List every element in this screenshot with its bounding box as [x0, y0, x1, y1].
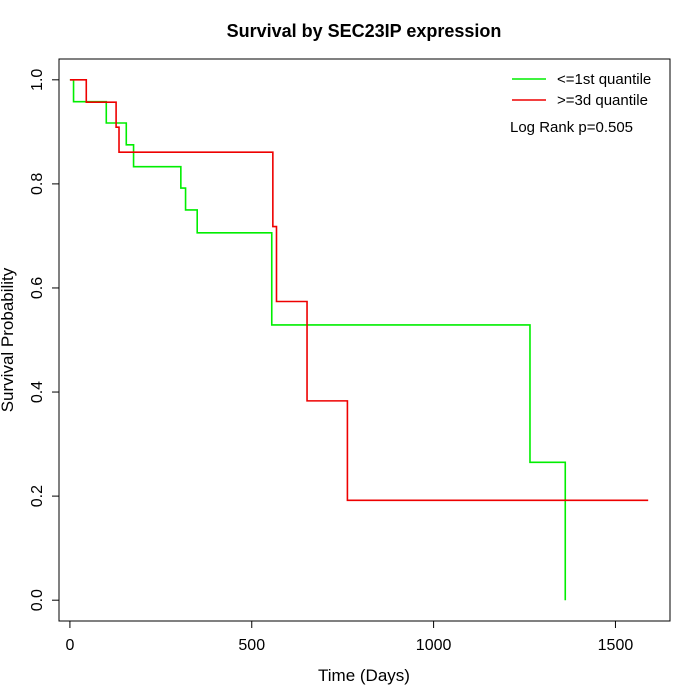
log-rank-annotation: Log Rank p=0.505	[510, 119, 633, 136]
y-axis: 0.0 0.2 0.4 0.6 0.8 1.0	[29, 69, 60, 611]
y-tick-label: 0.2	[29, 485, 46, 507]
series-layer	[69, 79, 649, 601]
y-tick-label: 0.8	[29, 173, 46, 195]
x-tick-label: 500	[238, 637, 265, 654]
y-tick-label: 1.0	[29, 69, 46, 91]
x-axis: 0 500 1000 1500	[65, 620, 634, 654]
series-line-0	[69, 79, 567, 601]
chart-title: Survival by SEC23IP expression	[227, 21, 502, 41]
legend: <=1st quantile >=3d quantile	[512, 71, 651, 109]
plot-frame	[58, 58, 671, 622]
y-tick-label: 0.6	[29, 277, 46, 299]
x-axis-label: Time (Days)	[318, 666, 410, 685]
series-line-1	[69, 79, 649, 502]
legend-label: <=1st quantile	[557, 71, 651, 88]
y-tick-label: 0.4	[29, 381, 46, 403]
y-axis-label: Survival Probability	[0, 267, 17, 412]
x-tick-label: 1500	[598, 637, 634, 654]
x-tick-label: 1000	[416, 637, 452, 654]
y-tick-label: 0.0	[29, 589, 46, 611]
x-tick-label: 0	[65, 637, 74, 654]
legend-label: >=3d quantile	[557, 92, 648, 109]
